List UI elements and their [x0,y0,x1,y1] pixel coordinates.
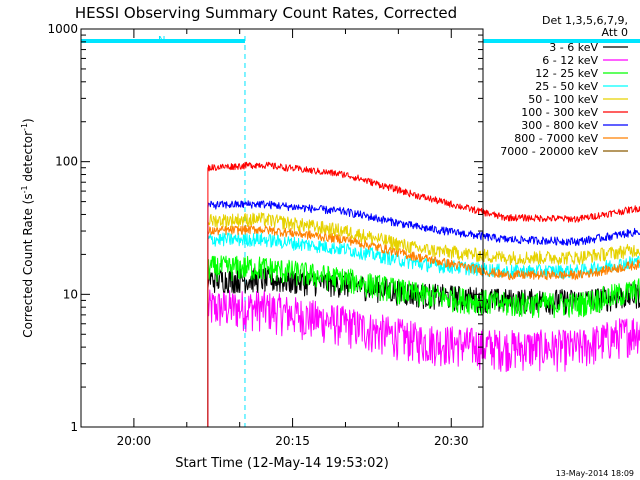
y-tick-label: 1000 [47,22,78,36]
y-tick-label: 10 [63,287,78,301]
y-tick-label: 1 [70,420,78,434]
y-axis-label: Corrected Count Rate (s-1 detector-1) [20,118,35,337]
series-line-800-7000keV [207,224,640,427]
series-line-6-12keV [207,289,640,427]
legend-label: 100 - 300 keV [521,106,598,119]
x-axis-label: Start Time (12-May-14 19:53:02) [175,456,389,471]
legend-label: 25 - 50 keV [535,80,598,93]
y-tick-label: 100 [55,155,78,169]
plot-frame [80,28,484,428]
x-tick-label: 20:30 [434,434,469,448]
plot-area [80,36,640,427]
legend-label: 7000 - 20000 keV [500,145,598,158]
series-line-300-800keV [207,200,640,427]
series-line-100-300keV [207,161,640,427]
legend-label: 12 - 25 keV [535,67,598,80]
timestamp: 13-May-2014 18:09 [556,469,634,478]
detector-note-line1: Det 1,3,5,6,7,9, [542,14,628,27]
x-tick-label: 20:00 [117,434,152,448]
series-line-50-100keV [207,212,640,427]
legend-label: 300 - 800 keV [521,119,598,132]
detector-note-line2: Att 0 [602,26,628,39]
legend-label: 50 - 100 keV [528,93,598,106]
legend-label: 3 - 6 keV [549,41,598,54]
night-marker: N [158,35,165,46]
series-line-12-25keV [207,255,640,427]
y-axis: 1 10 100 1000 [47,22,483,434]
chart-title: HESSI Observing Summary Count Rates, Cor… [75,4,457,22]
x-axis: 20:00 20:15 20:30 [80,29,469,448]
legend-label: 6 - 12 keV [542,54,598,67]
legend-label: 800 - 7000 keV [514,132,598,145]
x-tick-label: 20:15 [275,434,310,448]
